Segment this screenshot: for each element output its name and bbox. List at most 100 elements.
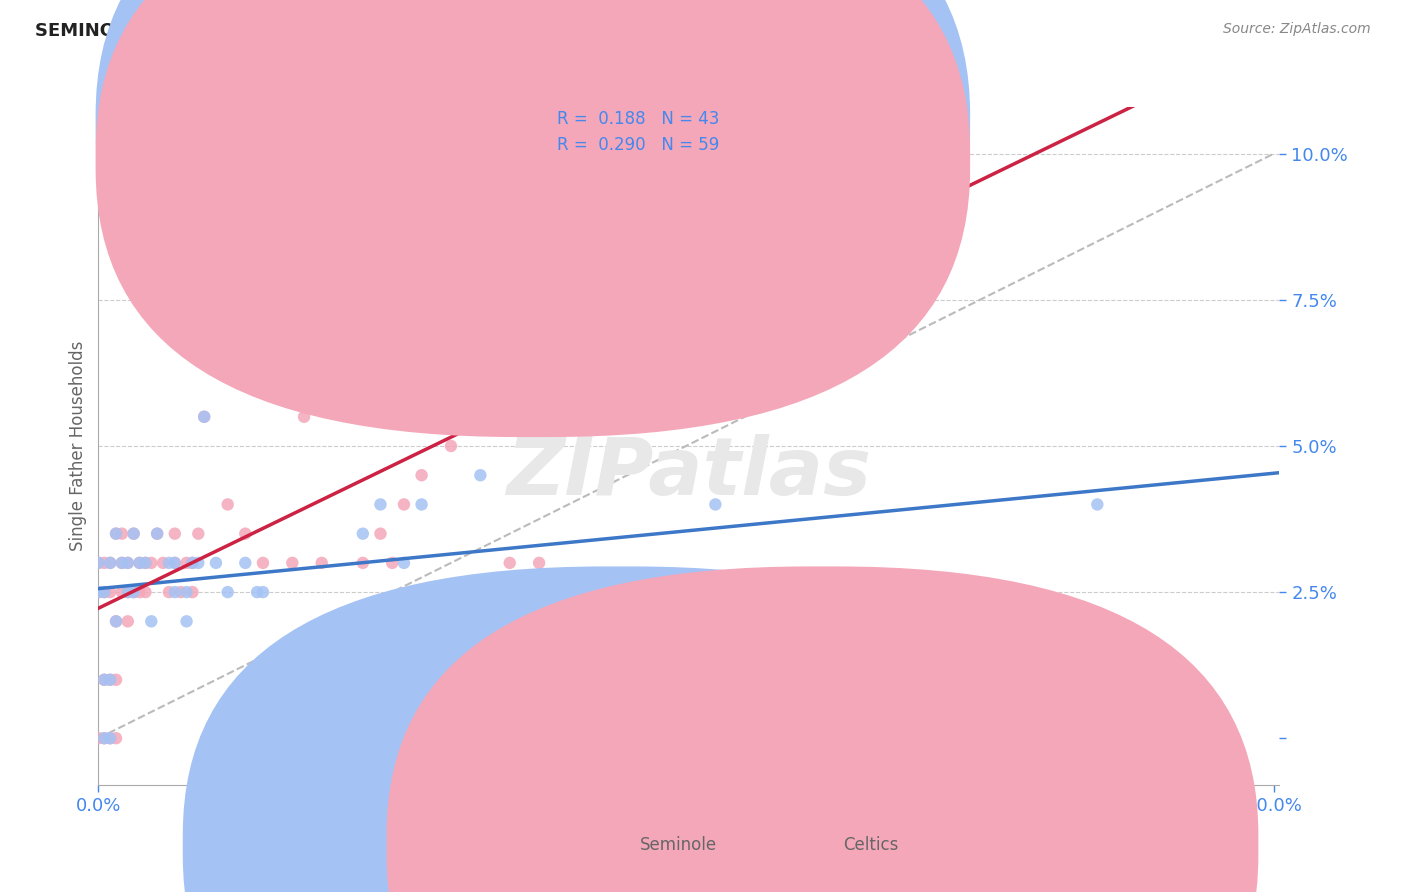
Point (205, 351, 228, 366)
Point (122, 526, 145, 541)
Point (193, 409, 215, 424)
Point (163, 526, 186, 541)
Point (163, 556, 186, 570)
Point (181, 556, 204, 570)
Text: R =  0.188   N = 43: R = 0.188 N = 43 (557, 110, 718, 128)
Point (117, 615, 139, 629)
Point (292, 409, 315, 424)
Point (134, 585, 156, 599)
Point (98, 673, 121, 687)
Point (117, 585, 139, 599)
Point (141, 615, 163, 629)
Point (93, 673, 115, 687)
Point (141, 556, 163, 570)
Point (134, 556, 156, 570)
Point (117, 556, 139, 570)
Point (93, 585, 115, 599)
Point (176, 585, 198, 599)
Point (311, 556, 333, 570)
Point (117, 585, 139, 599)
Point (252, 556, 274, 570)
Point (105, 673, 128, 687)
Point (93, 556, 115, 570)
Text: R =  0.290   N = 59: R = 0.290 N = 59 (557, 136, 718, 154)
Point (370, 526, 392, 541)
Point (381, 556, 404, 570)
Point (281, 556, 304, 570)
Point (128, 556, 150, 570)
Point (111, 585, 134, 599)
Point (252, 585, 274, 599)
Point (392, 556, 415, 570)
Point (134, 556, 156, 570)
Point (93, 731, 115, 746)
Point (87, 556, 110, 570)
Text: Source: ZipAtlas.com: Source: ZipAtlas.com (1223, 22, 1371, 37)
Point (105, 526, 128, 541)
Point (163, 556, 186, 570)
Point (233, 556, 256, 570)
Point (499, 556, 522, 570)
Point (152, 556, 174, 570)
Point (98, 731, 121, 746)
Point (98, 731, 121, 746)
Point (105, 526, 128, 541)
Point (98, 556, 121, 570)
Point (392, 498, 415, 512)
Point (87, 585, 110, 599)
Point (193, 409, 215, 424)
Point (163, 585, 186, 599)
Point (527, 556, 550, 570)
Point (122, 526, 145, 541)
Text: Seminole: Seminole (640, 836, 717, 855)
Point (105, 615, 128, 629)
Point (111, 526, 134, 541)
Point (411, 498, 433, 512)
Point (616, 235, 638, 249)
Point (734, 205, 756, 219)
Point (470, 468, 492, 483)
Text: Celtics: Celtics (844, 836, 898, 855)
Point (105, 731, 128, 746)
Point (205, 556, 228, 570)
Point (117, 556, 139, 570)
Point (187, 556, 209, 570)
Point (93, 731, 115, 746)
Point (128, 585, 150, 599)
Point (352, 556, 374, 570)
Point (111, 556, 134, 570)
Point (176, 556, 198, 570)
Point (704, 498, 727, 512)
Point (98, 585, 121, 599)
Point (170, 585, 193, 599)
Point (98, 556, 121, 570)
Point (939, 615, 962, 629)
Point (98, 673, 121, 687)
Point (851, 205, 873, 219)
Point (87, 731, 110, 746)
Point (176, 615, 198, 629)
Point (616, 351, 638, 366)
Point (1085, 498, 1108, 512)
Point (411, 585, 433, 599)
Point (187, 526, 209, 541)
Point (470, 351, 492, 366)
Point (440, 439, 463, 453)
Point (370, 498, 392, 512)
Point (411, 468, 433, 483)
Point (93, 585, 115, 599)
Point (128, 556, 150, 570)
Point (246, 585, 269, 599)
Point (352, 526, 374, 541)
Text: SEMINOLE VS CELTIC SINGLE FATHER HOUSEHOLDS CORRELATION CHART: SEMINOLE VS CELTIC SINGLE FATHER HOUSEHO… (35, 22, 773, 40)
Point (217, 585, 239, 599)
Point (205, 235, 228, 249)
Point (87, 585, 110, 599)
Point (146, 526, 169, 541)
Point (157, 585, 180, 599)
Point (181, 585, 204, 599)
Point (122, 585, 145, 599)
Point (763, 615, 786, 629)
Point (87, 556, 110, 570)
Point (157, 556, 180, 570)
